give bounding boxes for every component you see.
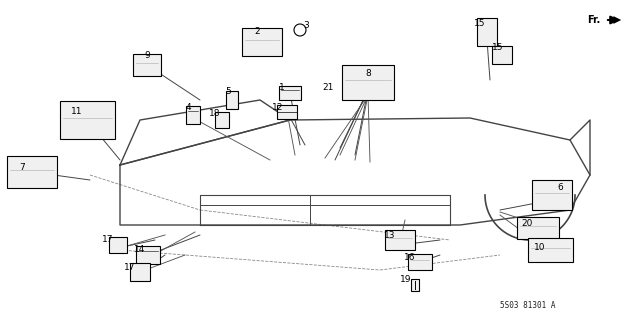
Text: 10: 10: [534, 242, 546, 251]
FancyBboxPatch shape: [279, 86, 301, 100]
FancyBboxPatch shape: [342, 64, 394, 100]
Text: 17: 17: [102, 235, 114, 244]
Text: 12: 12: [272, 103, 284, 113]
Text: 2: 2: [254, 27, 260, 36]
FancyBboxPatch shape: [517, 217, 559, 239]
Text: 3: 3: [303, 21, 309, 31]
FancyBboxPatch shape: [242, 28, 282, 56]
Text: 7: 7: [19, 162, 25, 172]
FancyBboxPatch shape: [477, 18, 497, 46]
Text: Fr.: Fr.: [587, 15, 600, 25]
FancyBboxPatch shape: [130, 263, 150, 281]
Text: 14: 14: [134, 246, 146, 255]
FancyBboxPatch shape: [411, 279, 419, 291]
FancyBboxPatch shape: [226, 91, 238, 109]
Text: 15: 15: [474, 19, 486, 27]
Text: 5: 5: [225, 87, 231, 97]
Text: 19: 19: [400, 275, 412, 284]
Text: 6: 6: [557, 182, 563, 191]
FancyBboxPatch shape: [136, 246, 160, 264]
FancyBboxPatch shape: [7, 156, 57, 188]
FancyBboxPatch shape: [277, 105, 297, 119]
FancyBboxPatch shape: [492, 46, 512, 64]
FancyBboxPatch shape: [408, 254, 432, 270]
Text: 9: 9: [144, 50, 150, 60]
Text: 21: 21: [323, 84, 333, 93]
Text: 8: 8: [365, 70, 371, 78]
Text: 13: 13: [384, 232, 396, 241]
FancyBboxPatch shape: [385, 230, 415, 250]
Text: 16: 16: [404, 254, 416, 263]
FancyBboxPatch shape: [186, 106, 200, 124]
FancyBboxPatch shape: [60, 101, 115, 139]
Text: 15: 15: [492, 43, 504, 53]
FancyBboxPatch shape: [133, 54, 161, 76]
Text: 20: 20: [522, 219, 532, 227]
Text: 18: 18: [209, 109, 221, 118]
Text: 4: 4: [185, 103, 191, 113]
Text: 17: 17: [124, 263, 136, 272]
FancyBboxPatch shape: [109, 237, 127, 253]
Text: 11: 11: [71, 108, 83, 116]
FancyBboxPatch shape: [527, 238, 573, 262]
FancyBboxPatch shape: [215, 112, 229, 128]
FancyBboxPatch shape: [532, 180, 572, 210]
Text: 5S03 81301 A: 5S03 81301 A: [500, 301, 556, 310]
Text: 1: 1: [279, 83, 285, 92]
FancyArrowPatch shape: [608, 16, 621, 24]
